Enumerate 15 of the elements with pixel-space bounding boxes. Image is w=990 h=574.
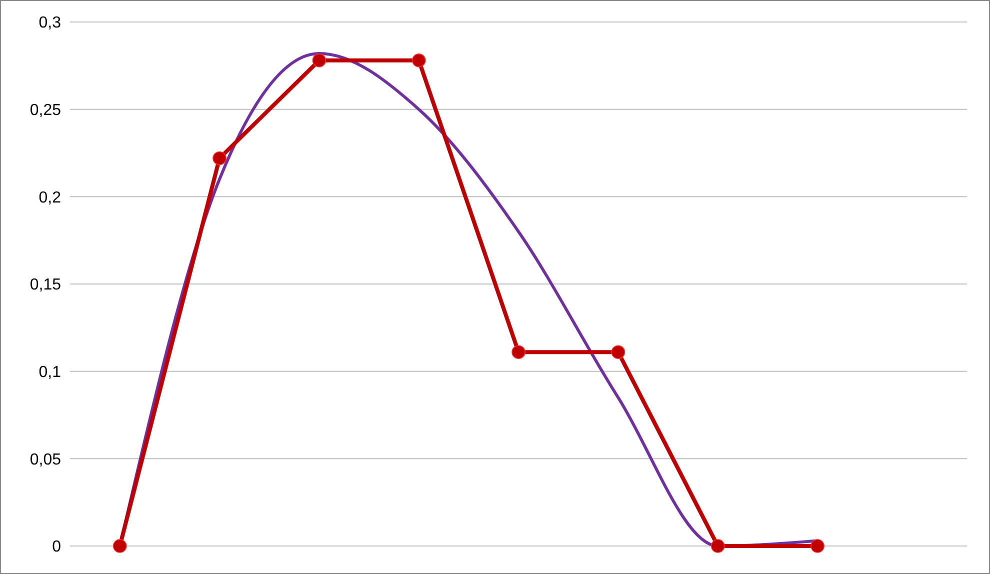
y-tick-label: 0 bbox=[52, 538, 62, 556]
y-tick-label: 0,2 bbox=[38, 189, 62, 206]
y-tick-label: 0,1 bbox=[38, 364, 62, 381]
point bbox=[512, 345, 526, 360]
point bbox=[710, 539, 725, 553]
y-tick-label: 0,15 bbox=[30, 276, 62, 294]
y-tick-label: 0,05 bbox=[30, 451, 62, 468]
point bbox=[412, 54, 426, 68]
point bbox=[810, 539, 824, 553]
point bbox=[212, 151, 226, 166]
point bbox=[112, 539, 127, 553]
y-tick-label: 0,25 bbox=[30, 102, 62, 119]
point bbox=[611, 345, 626, 360]
y-tick-label: 0,3 bbox=[38, 14, 62, 32]
point bbox=[312, 54, 326, 68]
